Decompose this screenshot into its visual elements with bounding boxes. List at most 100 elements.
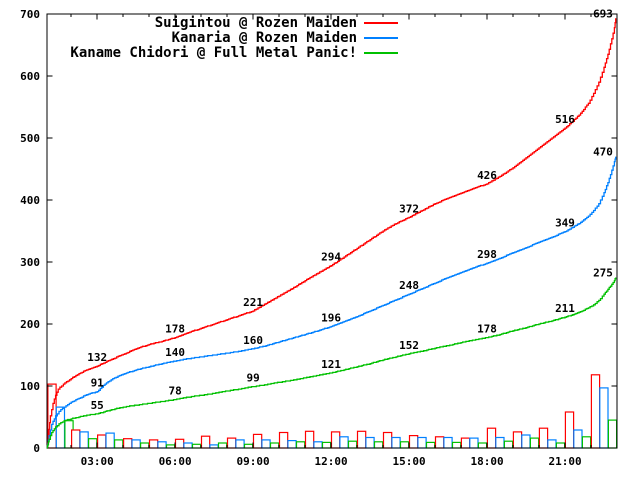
x-tick-label: 06:00 xyxy=(159,455,192,468)
vote-bar xyxy=(269,442,280,449)
vote-bar xyxy=(477,442,488,449)
data-label: 298 xyxy=(477,248,497,261)
y-tick-label: 700 xyxy=(20,8,40,21)
y-tick-label: 600 xyxy=(20,70,40,83)
series-path-2 xyxy=(46,277,617,449)
data-label: 372 xyxy=(399,202,419,215)
vote-bar xyxy=(495,436,505,449)
legend-label-suigintou: Suigintou @ Rozen Maiden xyxy=(154,14,357,31)
vote-bar xyxy=(174,438,185,449)
vote-bar xyxy=(339,436,349,449)
legend-item-suigintou: Suigintou @ Rozen Maiden xyxy=(30,14,398,31)
legend-line-sample-green xyxy=(364,51,398,54)
data-label: 140 xyxy=(165,346,185,359)
vote-bar xyxy=(590,374,601,449)
data-label: 196 xyxy=(321,312,341,325)
data-label: 211 xyxy=(555,302,575,315)
data-label: 693 xyxy=(593,7,613,20)
plot-border xyxy=(46,13,618,449)
vote-bar xyxy=(79,431,89,449)
vote-bar xyxy=(347,440,358,449)
data-label: 160 xyxy=(243,334,263,347)
vote-bar xyxy=(607,419,618,449)
vote-bar xyxy=(287,440,297,449)
vote-bar xyxy=(443,436,453,449)
data-label: 426 xyxy=(477,169,497,182)
x-tick-label: 03:00 xyxy=(81,455,114,468)
vote-bar xyxy=(278,431,289,449)
vote-bar xyxy=(399,441,410,449)
vote-bar xyxy=(200,435,211,449)
data-label: 275 xyxy=(593,267,613,280)
data-label: 470 xyxy=(593,146,613,159)
vote-bar xyxy=(313,441,323,449)
vote-bar xyxy=(503,440,514,449)
y-tick-label: 300 xyxy=(20,256,40,269)
x-tick-label: 12:00 xyxy=(315,455,348,468)
vote-bar xyxy=(486,427,497,449)
vote-bar xyxy=(235,439,245,449)
vote-bar xyxy=(408,435,419,449)
series-line-1 xyxy=(46,156,617,449)
y-tick-label: 200 xyxy=(20,318,40,331)
vote-bar xyxy=(87,438,98,449)
vote-bar xyxy=(521,434,531,449)
vote-bar xyxy=(261,439,271,449)
vote-bar xyxy=(425,441,436,449)
vote-bar xyxy=(191,443,202,449)
vote-bar xyxy=(140,442,150,449)
y-tick-label: 400 xyxy=(20,194,40,207)
series-line-0 xyxy=(46,18,617,449)
data-label: 78 xyxy=(168,385,181,398)
vote-bar xyxy=(157,441,167,449)
vote-bar xyxy=(373,441,384,449)
legend-line-sample-blue xyxy=(364,36,398,39)
vote-bar xyxy=(391,436,401,449)
vote-bar xyxy=(148,439,159,449)
data-label: 152 xyxy=(399,339,419,352)
vote-bar xyxy=(183,442,193,449)
legend-item-kaname: Kaname Chidori @ Full Metal Panic! xyxy=(30,45,398,61)
vote-bar xyxy=(356,430,367,449)
series-path-0 xyxy=(46,18,617,449)
vote-bar xyxy=(70,429,81,449)
data-label: 294 xyxy=(321,251,341,264)
vote-bar xyxy=(599,387,609,449)
axis-tick-labels: 0 100 200 300 400 500 600 700 03:00 06:00 09:00 12:… xyxy=(20,8,581,468)
vote-bar xyxy=(330,431,341,449)
data-label: 132 xyxy=(87,351,107,364)
vote-bar xyxy=(131,439,141,449)
data-label: 121 xyxy=(321,358,341,371)
legend-label-kanaria: Kanaria @ Rozen Maiden xyxy=(171,29,357,46)
vote-bar xyxy=(564,411,575,449)
data-label: 516 xyxy=(555,113,575,126)
axes xyxy=(46,13,618,449)
vote-bar xyxy=(113,439,124,449)
y-tick-label: 500 xyxy=(20,132,40,145)
vote-bar xyxy=(382,431,393,449)
data-label: 178 xyxy=(165,323,185,336)
vote-bar xyxy=(460,437,471,449)
data-label: 221 xyxy=(243,296,263,309)
vote-bar xyxy=(365,436,375,449)
vote-bar xyxy=(451,441,462,449)
vote-bar xyxy=(529,437,540,449)
data-point-labels: 132 178 221 294 372 426 516 693 91 140 160 196 248 29… xyxy=(87,7,613,412)
data-label: 99 xyxy=(246,372,259,385)
series-path-1 xyxy=(46,156,617,449)
x-tick-label: 15:00 xyxy=(393,455,426,468)
vote-bar xyxy=(226,437,237,449)
vote-bar xyxy=(96,434,107,449)
vote-bar xyxy=(538,427,549,449)
vote-bar xyxy=(417,436,427,449)
vote-bar xyxy=(217,442,228,449)
vote-bar xyxy=(304,430,315,449)
series-line-2 xyxy=(46,277,617,449)
y-tick-label: 0 xyxy=(33,442,40,455)
vote-bar xyxy=(573,429,583,449)
data-label: 248 xyxy=(399,279,419,292)
vote-bar xyxy=(243,443,254,449)
y-tick-label: 100 xyxy=(20,380,40,393)
